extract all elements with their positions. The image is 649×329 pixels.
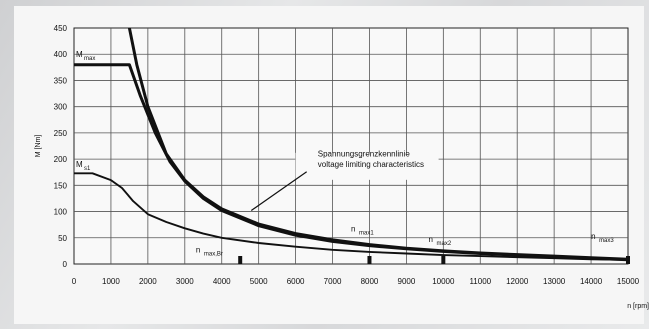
x-tick-label: 12000: [506, 277, 529, 286]
y-tick-label: 100: [54, 208, 68, 217]
annotation-main: n: [351, 224, 355, 233]
annotation-main: n: [196, 245, 200, 254]
series-line-3: [127, 27, 629, 261]
y-tick-label: 0: [63, 260, 68, 269]
y-tick-label: 150: [54, 181, 68, 190]
annotation-sub: max1: [359, 230, 374, 236]
annotation-sub: max3: [599, 238, 614, 244]
note-box: [295, 152, 439, 180]
speed-marker: [238, 256, 243, 264]
x-tick-label: 7000: [324, 277, 342, 286]
speed-marker: [441, 256, 446, 264]
speed-marker: [367, 256, 372, 264]
y-axis-label: M [Nm]: [35, 135, 42, 158]
x-tick-label: 6000: [287, 277, 305, 286]
y-tick-label: 450: [54, 24, 68, 33]
annotation-main: n: [429, 235, 433, 244]
x-tick-label: 8000: [361, 277, 379, 286]
y-tick-label: 400: [54, 50, 68, 59]
note-pointer-line: [250, 171, 308, 211]
x-tick-label: 2000: [139, 277, 157, 286]
y-tick-label: 50: [58, 234, 67, 243]
x-tick-label: 0: [72, 277, 77, 286]
series-line-2: [74, 172, 629, 261]
annotation-sub: max,Br: [204, 251, 223, 257]
plot-area: [73, 27, 629, 265]
x-tick-label: 11000: [469, 277, 491, 286]
x-tick-label: 5000: [250, 277, 268, 286]
x-tick-label: 9000: [398, 277, 416, 286]
x-tick-label: 3000: [176, 277, 194, 286]
annotation-main: M: [76, 50, 83, 59]
y-tick-label: 200: [54, 155, 68, 164]
annotation-sub: max: [84, 56, 95, 62]
x-axis-label: n [rpm]: [627, 303, 649, 310]
annotation-sub: s1: [84, 166, 91, 172]
x-tick-label: 15000: [617, 277, 640, 286]
x-tick-label: 10000: [432, 277, 455, 286]
x-tick-label: 14000: [580, 277, 603, 286]
annotation-sub: max2: [437, 241, 452, 247]
y-tick-label: 350: [54, 76, 68, 85]
annotation-main: n: [591, 232, 595, 241]
note-line-2: voltage limiting characteristics: [318, 160, 424, 169]
speed-marker: [626, 256, 630, 264]
y-tick-label: 300: [54, 103, 68, 112]
x-tick-label: 4000: [213, 277, 231, 286]
annotation-main: M: [76, 160, 83, 169]
y-tick-label: 250: [54, 129, 68, 138]
note-line-1: Spannungsgrenzkennlinie: [318, 149, 411, 158]
x-tick-label: 13000: [543, 277, 566, 286]
x-tick-label: 1000: [102, 277, 120, 286]
